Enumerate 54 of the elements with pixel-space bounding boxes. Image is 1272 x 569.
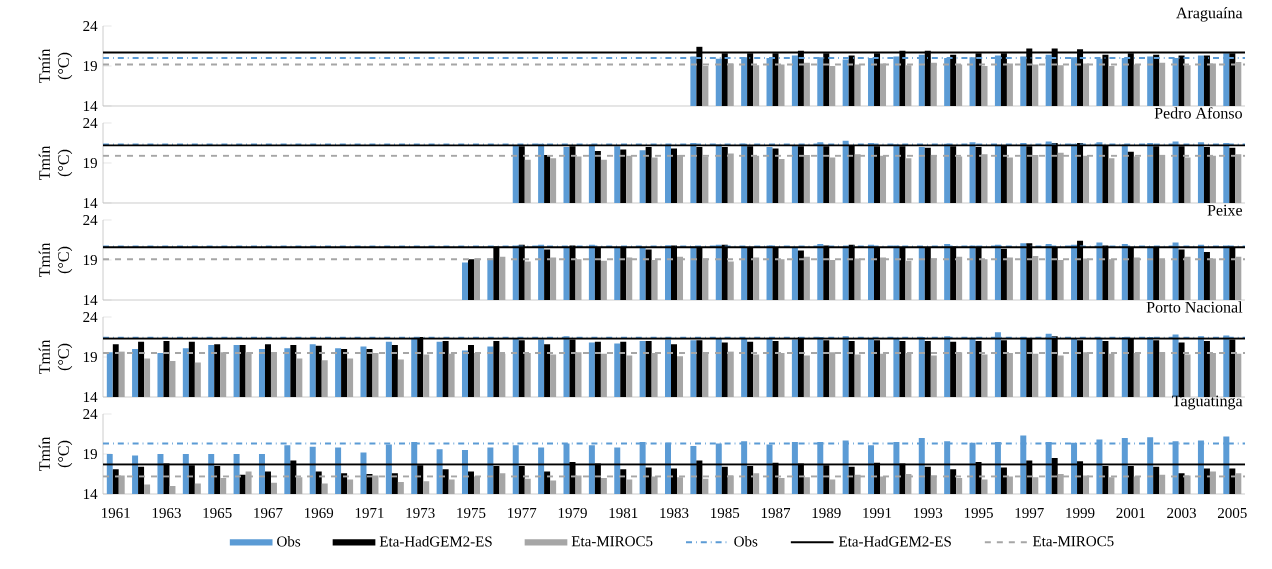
y-tick-label: 14: [83, 295, 98, 305]
x-tick-label: 1967: [254, 507, 283, 519]
x-tick-label: 2001: [1116, 507, 1145, 519]
x-tick-label: 1987: [761, 507, 791, 519]
x-tick-label: 1981: [609, 507, 638, 519]
x-tick-label: 1993: [914, 507, 943, 519]
x-tick-label: 1997: [1015, 507, 1044, 519]
x-tick-label: 2005: [1217, 507, 1247, 519]
x-tick-label: 1991: [863, 507, 892, 519]
y-tick-label: 14: [83, 198, 98, 208]
x-tick-label: 1995: [964, 507, 993, 519]
y-tick-label: 14: [83, 489, 98, 499]
y-tick-label: 19: [83, 157, 97, 169]
y-axis-title: Tmín (°C): [38, 436, 73, 472]
chart-title: Porto Nacional: [1146, 301, 1243, 313]
x-tick-label: 1963: [152, 507, 181, 519]
y-tick-label: 14: [83, 392, 98, 402]
y-tick-label: 19: [83, 448, 97, 460]
legend-label: Eta-MIROC5: [1032, 536, 1114, 547]
x-tick-label: 1975: [457, 507, 486, 519]
chart-title: Araguaína: [1176, 7, 1243, 22]
x-tick-label: 1979: [558, 507, 587, 519]
legend-label: Eta-HadGEM2-ES: [379, 535, 492, 547]
y-tick-label: 24: [83, 215, 98, 225]
chart-title: Taguatinga: [1172, 395, 1243, 410]
y-tick-label: 19: [83, 254, 97, 266]
x-tick-label: 1983: [660, 507, 689, 519]
y-axis-title: Tmín (°C): [38, 48, 73, 84]
x-tick-label: 1999: [1066, 507, 1095, 519]
y-tick-label: 24: [83, 312, 98, 322]
x-tick-label: 1985: [711, 507, 740, 519]
y-tick-label: 14: [83, 101, 98, 111]
chart-title: Pedro Afonso: [1154, 107, 1242, 119]
x-tick-label: 1969: [305, 507, 334, 519]
x-tick-label: 1977: [508, 507, 537, 519]
y-axis-title: Tmín (°C): [38, 145, 73, 181]
y-tick-label: 19: [83, 351, 97, 363]
y-axis-title: Tmín (°C): [38, 242, 73, 278]
x-tick-label: 1973: [406, 507, 435, 519]
y-tick-label: 19: [83, 60, 97, 72]
y-tick-label: 24: [83, 409, 98, 419]
y-tick-label: 24: [83, 21, 98, 31]
legend-label: Obs: [277, 535, 301, 547]
x-tick-label: 1989: [812, 507, 841, 519]
y-axis-title: Tmín (°C): [38, 339, 73, 375]
y-tick-label: 24: [83, 118, 98, 128]
x-tick-label: 1965: [203, 507, 232, 519]
legend-label: Eta-HadGEM2-ES: [838, 535, 951, 547]
chart-title: Peixe: [1207, 204, 1243, 216]
x-tick-label: 1961: [102, 507, 130, 519]
x-tick-label: 1971: [355, 507, 384, 519]
x-tick-label: 2003: [1167, 507, 1196, 519]
legend-label: Eta-MIROC5: [571, 536, 653, 547]
legend-label: Obs: [734, 535, 758, 547]
